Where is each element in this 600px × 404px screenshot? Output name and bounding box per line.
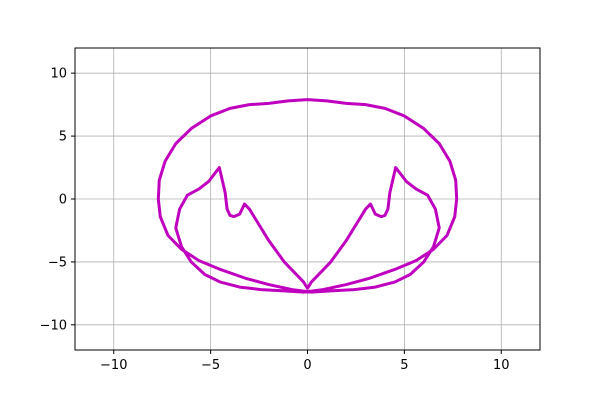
x-tick-label: −5 (201, 358, 220, 373)
y-tick-label: 10 (50, 67, 67, 82)
y-tick-label: 5 (59, 130, 67, 145)
x-tick-label: 5 (400, 358, 408, 373)
tick-layer: −10 −5 0 5 10 −10 −5 0 5 10 (40, 67, 510, 373)
y-tick-label: −10 (40, 318, 67, 333)
series-line (156, 98, 459, 294)
x-tick-label: −10 (100, 358, 127, 373)
y-tick-label: 0 (59, 193, 67, 208)
x-tick-label: 10 (493, 358, 510, 373)
x-tick-label: 0 (303, 358, 311, 373)
series-layer (156, 98, 459, 294)
y-tick-label: −5 (48, 255, 67, 270)
